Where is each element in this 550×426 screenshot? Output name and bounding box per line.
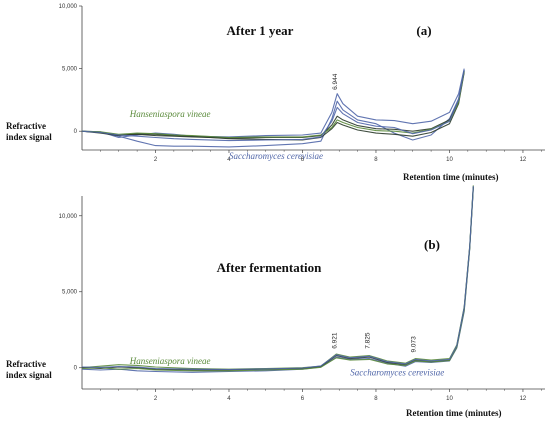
panel-a-strain-label: Saccharomyces cerevisiae bbox=[229, 151, 323, 161]
panel-a-trace-5 bbox=[81, 71, 465, 139]
panel-a: 2 4 6 8 10 12 0 5,000 10,000 6.944 Hanseniaspora v… bbox=[6, 4, 545, 182]
panel-a-x-tick-label: 12 bbox=[520, 157, 527, 163]
panel-b: 2 4 6 8 10 12 0 5,000 10,000 6.921 7.825 9.073 Hanse… bbox=[6, 185, 545, 418]
panel-a-ylabel-line2: index signal bbox=[6, 132, 52, 142]
panel-a-x-tick-label: 2 bbox=[154, 157, 158, 163]
panel-b-y-tick-label: 0 bbox=[74, 366, 78, 372]
panel-b-peak-label: 9.073 bbox=[410, 336, 417, 353]
panel-a-strain-label: Hanseniaspora vineae bbox=[129, 109, 211, 119]
panel-a-label: (a) bbox=[416, 23, 431, 38]
panel-a-y-tick-label: 0 bbox=[74, 129, 78, 135]
panel-a-x-tick-label: 10 bbox=[446, 157, 453, 163]
panel-b-peak-label: 6.921 bbox=[331, 332, 338, 349]
panel-a-trace-1 bbox=[81, 68, 465, 139]
panel-b-plot: 2 4 6 8 10 12 0 5,000 10,000 6.921 7.825 9.073 Hanse… bbox=[59, 185, 545, 402]
panel-b-ylabel-line1: Refractive bbox=[6, 359, 46, 369]
panel-b-x-tick-label: 2 bbox=[154, 396, 158, 402]
panel-a-x-tick-label: 4 bbox=[227, 157, 231, 163]
panel-b-y-tick-label: 10,000 bbox=[59, 214, 78, 220]
panel-a-title: After 1 year bbox=[227, 23, 294, 38]
panel-b-x-tick-label: 4 bbox=[227, 396, 231, 402]
panel-b-x-tick-label: 10 bbox=[446, 396, 453, 402]
panel-b-x-tick-label: 8 bbox=[374, 396, 378, 402]
panel-b-ylabel-line2: index signal bbox=[6, 370, 52, 380]
panel-b-y-tick-label: 5,000 bbox=[62, 290, 78, 296]
panel-b-trace-4 bbox=[81, 187, 474, 372]
panel-a-y-tick-label: 5,000 bbox=[62, 67, 78, 73]
panel-a-plot: 2 4 6 8 10 12 0 5,000 10,000 6.944 Hanseniaspora v… bbox=[59, 4, 545, 163]
panel-b-label: (b) bbox=[424, 237, 440, 252]
panel-a-trace-6 bbox=[81, 69, 465, 142]
panel-a-trace-3 bbox=[81, 70, 465, 139]
panel-b-title: After fermentation bbox=[217, 260, 323, 275]
panel-a-peak-label: 6.944 bbox=[332, 73, 339, 90]
panel-b-x-tick-label: 12 bbox=[520, 396, 527, 402]
panel-a-x-tick-label: 8 bbox=[374, 157, 378, 163]
panel-a-y-tick-label: 10,000 bbox=[59, 4, 78, 10]
panel-b-peak-label: 7.825 bbox=[365, 332, 372, 349]
panel-a-xlabel: Retention time (minutes) bbox=[403, 172, 498, 182]
panel-b-strain-label: Hanseniaspora vineae bbox=[129, 356, 211, 366]
panel-b-strain-label: Saccharomyces cerevisiae bbox=[350, 367, 444, 377]
panel-b-trace-5 bbox=[81, 186, 474, 371]
panel-b-x-tick-label: 6 bbox=[301, 396, 305, 402]
panel-a-ylabel-line1: Refractive bbox=[6, 121, 46, 131]
panel-a-x-tick-label: 6 bbox=[301, 157, 305, 163]
panel-b-xlabel: Retention time (minutes) bbox=[406, 408, 501, 418]
panel-a-trace-4 bbox=[81, 72, 465, 141]
